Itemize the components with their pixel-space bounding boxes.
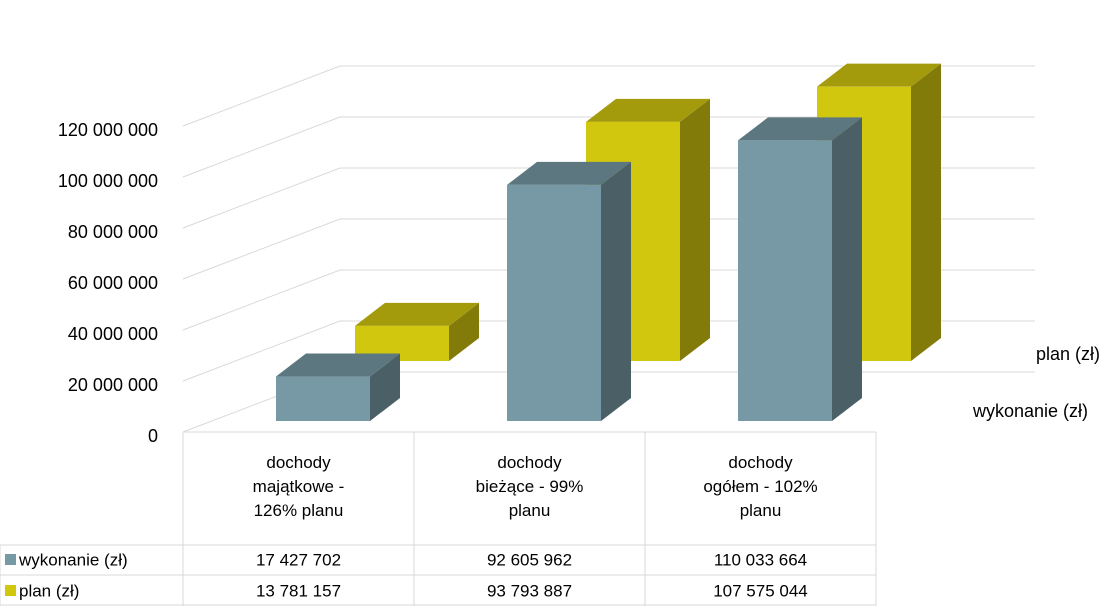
bar-top [817, 63, 941, 87]
table-value: 92 605 962 [487, 550, 572, 569]
y-tick-label: 40 000 000 [68, 324, 158, 344]
bar-front [276, 376, 370, 421]
bar-top [738, 117, 862, 141]
bar-side [911, 63, 941, 361]
series-label: wykonanie (zł) [972, 401, 1088, 421]
bar-top [507, 161, 631, 185]
series-label: plan (zł) [1036, 344, 1100, 364]
bar-top [355, 302, 479, 326]
y-tick-label: 60 000 000 [68, 273, 158, 293]
bar-front [738, 140, 832, 421]
category-label: dochody majątkowe - 126% planu [252, 453, 345, 520]
grid-line [182, 116, 1035, 178]
category-label: dochody ogółem - 102% planu [703, 453, 818, 520]
bar-top [276, 353, 400, 377]
bar-side [680, 98, 710, 361]
row-header: wykonanie (zł) [18, 550, 128, 569]
bar [276, 353, 400, 421]
table-value: 107 575 044 [713, 581, 808, 600]
y-tick-label: 100 000 000 [58, 171, 158, 191]
y-tick-label: 0 [148, 426, 158, 446]
bar-side [832, 117, 862, 421]
bar [507, 161, 631, 421]
bar-front [507, 184, 601, 421]
grid-line [182, 65, 1035, 127]
bar-side [370, 353, 400, 421]
bar-side [449, 302, 479, 361]
bar-top [586, 98, 710, 122]
bar [355, 302, 479, 361]
legend-swatch [5, 585, 16, 596]
table-value: 93 793 887 [487, 581, 572, 600]
bar [738, 117, 862, 421]
y-tick-label: 120 000 000 [58, 120, 158, 140]
y-tick-label: 80 000 000 [68, 222, 158, 242]
category-label: dochody bieżące - 99% planu [475, 453, 584, 520]
table-value: 17 427 702 [256, 550, 341, 569]
legend-swatch [5, 554, 16, 565]
row-header: plan (zł) [19, 581, 79, 600]
table-value: 13 781 157 [256, 581, 341, 600]
bar-side [601, 161, 631, 421]
table-value: 110 033 664 [714, 550, 807, 569]
y-tick-label: 20 000 000 [68, 375, 158, 395]
